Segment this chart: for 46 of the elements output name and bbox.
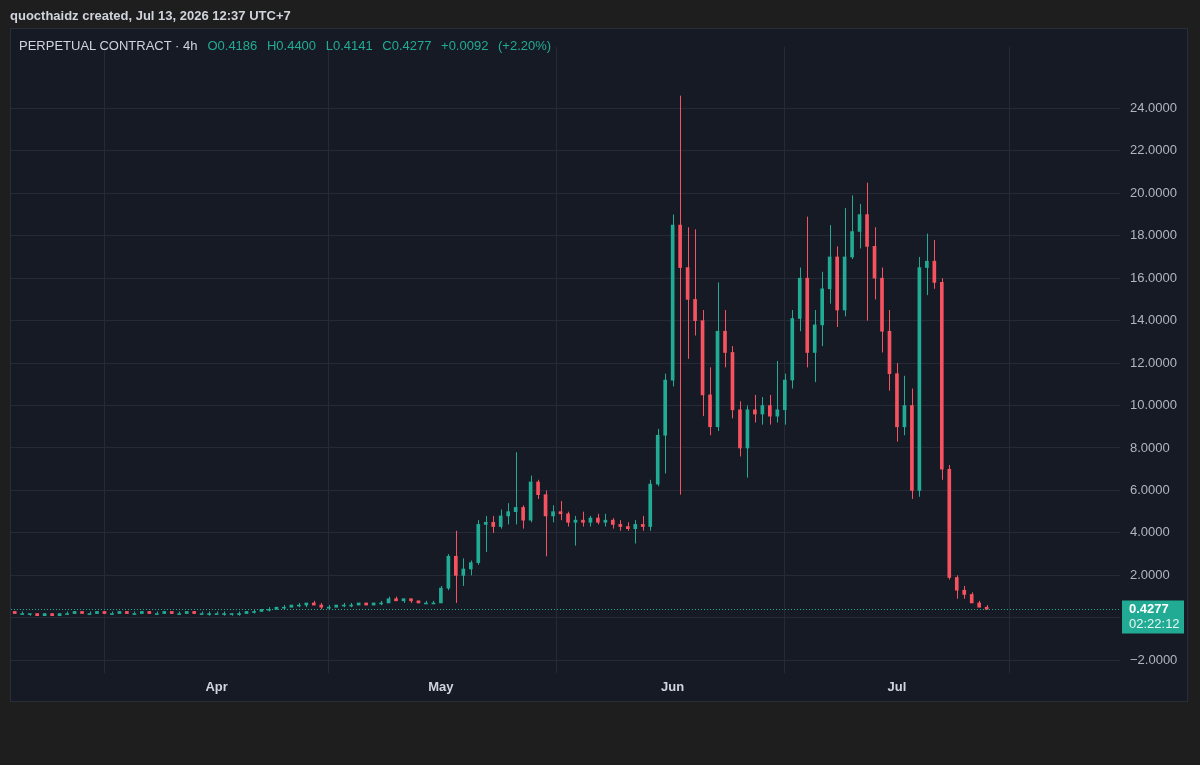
text: quocthaidz created, Jul 13, 2026 12:37 UTC+7	[10, 8, 291, 24]
text: 02:22:12	[1129, 616, 1180, 632]
candlestick	[536, 479, 540, 500]
candlestick	[678, 95, 682, 496]
y-tick-label: 2.0000	[1130, 566, 1170, 582]
y-tick-label: 20.0000	[1130, 184, 1177, 200]
candlestick	[954, 574, 959, 600]
y-tick-label: 10.0000	[1130, 397, 1177, 413]
chart-subtitle: O0.4186 H0.4400 L0.4141 C0.4277 +0.0092 (+2.20%)	[207, 37, 552, 54]
y-tick-label: 8.0000	[1130, 439, 1170, 455]
candlestick	[573, 515, 578, 547]
chart-title: PERPETUAL CONTRACT · 4h	[19, 37, 198, 54]
y-tick-label: 22.0000	[1130, 142, 1177, 158]
candlestick	[199, 610, 204, 615]
candlestick	[693, 228, 697, 336]
ref-line-label: 0.4277	[1129, 601, 1169, 617]
candlestick	[506, 502, 511, 525]
x-tick-label: Jul	[887, 679, 907, 695]
x-tick-label: May	[428, 679, 455, 695]
candlestick	[20, 610, 25, 615]
y-tick-label: −2.0000	[1130, 651, 1178, 667]
y-tick-label: 24.0000	[1130, 99, 1177, 115]
candlestick	[454, 530, 458, 604]
candlestick	[558, 500, 563, 521]
candlestick	[110, 610, 114, 615]
candlestick	[483, 515, 488, 553]
candlestick	[753, 394, 757, 424]
candlestick	[925, 233, 929, 296]
candlestick	[723, 309, 727, 368]
y-tick-label: 18.0000	[1130, 227, 1177, 243]
y-tick-label: 16.0000	[1130, 269, 1177, 285]
y-tick-label: 6.0000	[1130, 482, 1170, 498]
candlestick	[154, 610, 159, 615]
candlestick	[498, 509, 503, 530]
y-tick-label: 4.0000	[1130, 524, 1170, 540]
candlestick	[65, 610, 69, 615]
candlestick	[633, 519, 638, 545]
x-tick-label: Apr	[205, 679, 228, 695]
y-tick-label: 14.0000	[1130, 312, 1177, 328]
candlestick	[214, 610, 219, 615]
x-tick-label: Jun	[661, 679, 685, 695]
y-tick-label: 12.0000	[1130, 354, 1177, 370]
candlestick	[461, 557, 466, 587]
candlestick	[768, 394, 772, 426]
candlestick	[521, 504, 525, 530]
candlestick	[87, 610, 92, 615]
